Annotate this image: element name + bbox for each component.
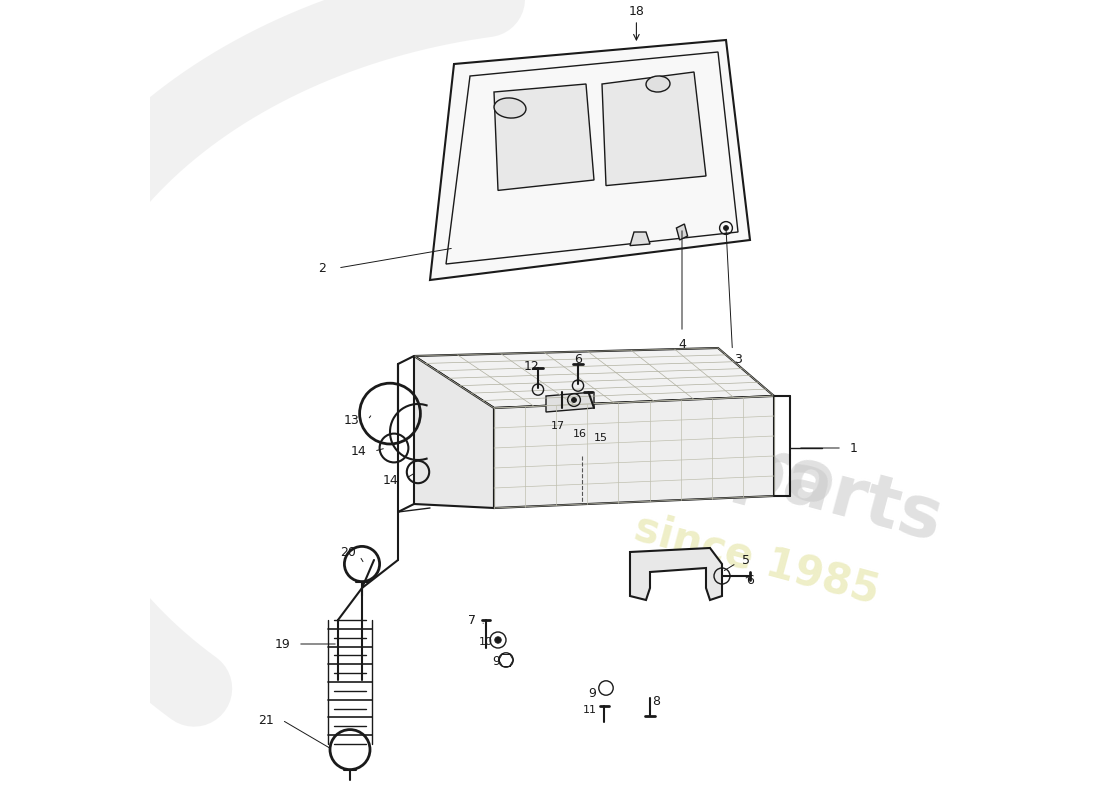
Text: 6: 6 xyxy=(574,354,582,366)
Text: 20: 20 xyxy=(341,546,356,558)
Circle shape xyxy=(572,398,576,402)
Polygon shape xyxy=(630,232,650,246)
Text: 6: 6 xyxy=(746,574,754,586)
Text: 1: 1 xyxy=(850,442,858,454)
Text: parts: parts xyxy=(726,435,950,557)
Text: 15: 15 xyxy=(593,433,607,442)
Polygon shape xyxy=(602,72,706,186)
Text: 21: 21 xyxy=(258,714,274,726)
Text: 16: 16 xyxy=(573,429,586,438)
Polygon shape xyxy=(494,84,594,190)
Text: 7: 7 xyxy=(469,614,476,626)
Text: 5: 5 xyxy=(742,554,750,566)
Text: 4: 4 xyxy=(678,338,686,350)
Text: 17: 17 xyxy=(551,421,565,430)
Text: 18: 18 xyxy=(628,5,645,18)
Polygon shape xyxy=(630,548,722,600)
Text: 2: 2 xyxy=(318,262,326,274)
Text: 19: 19 xyxy=(274,638,290,650)
Text: 10: 10 xyxy=(478,637,493,646)
Polygon shape xyxy=(676,224,688,240)
Text: 14: 14 xyxy=(350,445,366,458)
Text: 14: 14 xyxy=(383,474,398,486)
Text: 3: 3 xyxy=(734,354,741,366)
Text: 8: 8 xyxy=(652,695,660,708)
Text: 13: 13 xyxy=(344,414,360,426)
Text: 12: 12 xyxy=(524,360,539,373)
Text: 9: 9 xyxy=(493,655,500,668)
Text: 9: 9 xyxy=(588,687,596,700)
Text: 11: 11 xyxy=(582,705,596,714)
Text: euro: euro xyxy=(646,406,844,522)
Polygon shape xyxy=(430,40,750,280)
Polygon shape xyxy=(494,396,774,508)
Circle shape xyxy=(495,637,502,643)
Polygon shape xyxy=(414,356,494,508)
Ellipse shape xyxy=(494,98,526,118)
Polygon shape xyxy=(414,348,774,408)
Polygon shape xyxy=(546,392,594,412)
Circle shape xyxy=(724,226,728,230)
Text: since 1985: since 1985 xyxy=(630,507,884,613)
Ellipse shape xyxy=(646,76,670,92)
